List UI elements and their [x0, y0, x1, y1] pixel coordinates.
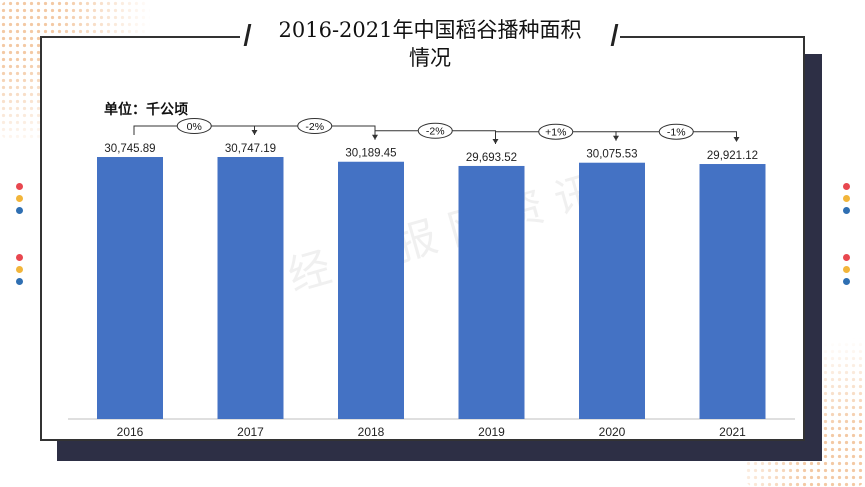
bar-2018: [338, 161, 404, 419]
change-bubble-4: [538, 123, 574, 140]
x-tick-2017: 2017: [237, 425, 264, 439]
change-label-1: 0%: [187, 121, 202, 133]
chart-panel: [40, 36, 805, 441]
side-dots-right-bottom: [843, 254, 851, 290]
data-label-2020: 30,075.53: [586, 149, 637, 161]
title-background: [240, 20, 620, 74]
change-bubble-2: [297, 118, 333, 134]
bar-2017: [217, 157, 284, 419]
bar-2021: [699, 164, 766, 419]
data-label-2021: 29,921.12: [707, 150, 758, 162]
change-bubble-5: [658, 123, 694, 140]
x-tick-2016: 2016: [117, 425, 144, 439]
chart-title-line-2: 情况: [409, 46, 451, 70]
bar-2020: [579, 162, 645, 419]
change-label-4: +1%: [545, 127, 566, 139]
data-label-2017: 30,747.19: [225, 143, 276, 155]
x-tick-2018: 2018: [358, 425, 385, 439]
bar-2019: [458, 165, 525, 419]
side-dots-left-bottom: [16, 254, 24, 290]
x-tick-2021: 2021: [719, 425, 746, 439]
data-label-2019: 29,693.52: [466, 152, 517, 164]
x-tick-2020: 2020: [599, 425, 626, 439]
chart-title: 2016-2021年中国稻谷播种面积 情况: [250, 16, 610, 72]
data-label-2018: 30,189.45: [345, 148, 396, 160]
bar-2016: [97, 157, 163, 419]
change-bubble-3: [417, 122, 453, 139]
change-label-3: -2%: [426, 126, 445, 138]
change-arrow-5: [733, 137, 740, 143]
data-label-2016: 30,745.89: [104, 143, 155, 155]
unit-label: 单位：千公顷: [104, 102, 188, 118]
change-bubble-1: [176, 118, 212, 134]
change-label-2: -2%: [305, 121, 324, 133]
change-label-5: -1%: [667, 127, 686, 139]
side-dots-right-top: [843, 183, 851, 219]
chart-title-line-1: 2016-2021年中国稻谷播种面积: [278, 18, 582, 42]
side-dots-left-top: [16, 183, 24, 219]
x-tick-2019: 2019: [478, 425, 505, 439]
watermark: 华 经 情 报 网 资 讯: [229, 166, 602, 316]
